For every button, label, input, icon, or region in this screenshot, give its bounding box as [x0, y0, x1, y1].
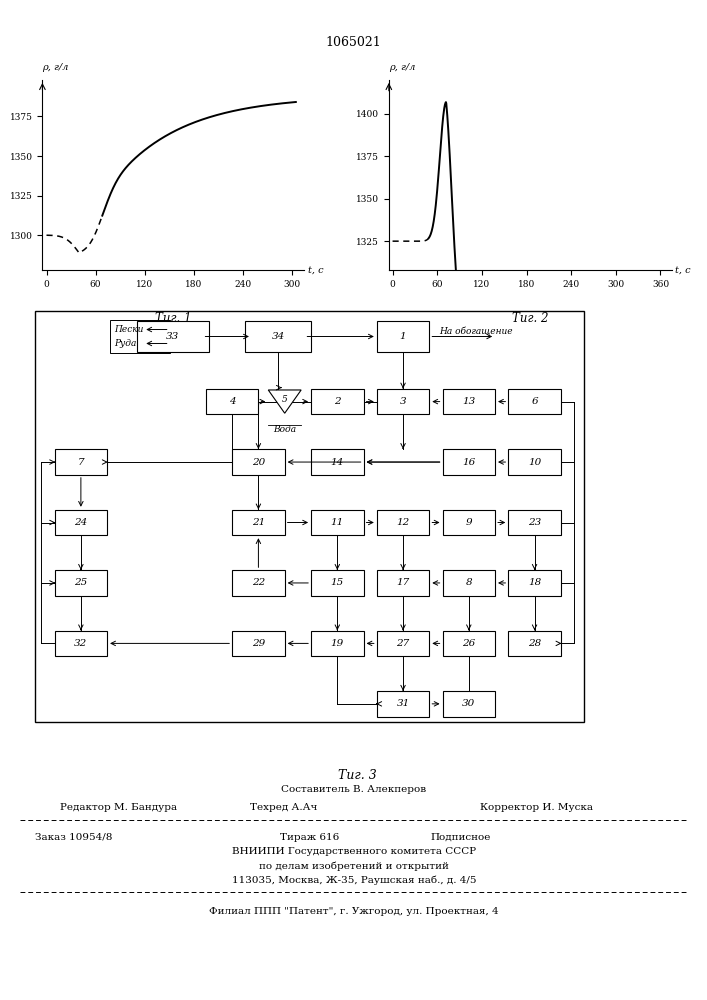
- Text: Филиал ППП "Патент", г. Ужгород, ул. Проектная, 4: Филиал ППП "Патент", г. Ужгород, ул. Про…: [209, 908, 499, 916]
- FancyBboxPatch shape: [377, 691, 429, 717]
- FancyBboxPatch shape: [232, 449, 285, 475]
- Text: 16: 16: [462, 458, 475, 467]
- FancyBboxPatch shape: [232, 510, 285, 535]
- Text: На обогащение: На обогащение: [439, 327, 513, 337]
- FancyBboxPatch shape: [311, 389, 363, 414]
- FancyBboxPatch shape: [377, 510, 429, 535]
- FancyBboxPatch shape: [508, 570, 561, 596]
- Text: ρ, г/л: ρ, г/л: [42, 63, 69, 72]
- FancyBboxPatch shape: [508, 449, 561, 475]
- Text: 8: 8: [465, 578, 472, 587]
- FancyBboxPatch shape: [311, 631, 363, 656]
- FancyBboxPatch shape: [54, 570, 107, 596]
- Text: 3: 3: [399, 397, 407, 406]
- FancyBboxPatch shape: [508, 510, 561, 535]
- Text: 1: 1: [399, 332, 407, 341]
- FancyBboxPatch shape: [508, 389, 561, 414]
- Text: Пески: Пески: [114, 325, 143, 334]
- Text: 7: 7: [78, 458, 84, 467]
- Text: 19: 19: [331, 639, 344, 648]
- FancyBboxPatch shape: [443, 631, 495, 656]
- FancyBboxPatch shape: [377, 389, 429, 414]
- FancyBboxPatch shape: [232, 631, 285, 656]
- Text: Τиг. 3: Τиг. 3: [338, 769, 376, 782]
- FancyBboxPatch shape: [311, 449, 363, 475]
- Text: 5: 5: [282, 395, 288, 404]
- Text: 10: 10: [528, 458, 541, 467]
- FancyBboxPatch shape: [206, 389, 259, 414]
- Text: 34: 34: [271, 332, 285, 341]
- Text: 11: 11: [331, 518, 344, 527]
- Text: 22: 22: [252, 578, 265, 587]
- Text: 33: 33: [166, 332, 180, 341]
- FancyBboxPatch shape: [311, 570, 363, 596]
- FancyBboxPatch shape: [54, 449, 107, 475]
- Text: 1065021: 1065021: [326, 36, 381, 49]
- Text: ρ, г/л: ρ, г/л: [389, 63, 415, 72]
- Text: 2: 2: [334, 397, 341, 406]
- Text: t, c: t, c: [675, 265, 691, 274]
- Text: 28: 28: [528, 639, 541, 648]
- FancyBboxPatch shape: [232, 570, 285, 596]
- FancyBboxPatch shape: [443, 691, 495, 717]
- Text: Техред А.Ач: Техред А.Ач: [250, 804, 317, 812]
- Text: 14: 14: [331, 458, 344, 467]
- Text: 6: 6: [531, 397, 538, 406]
- Text: 12: 12: [397, 518, 409, 527]
- FancyBboxPatch shape: [245, 321, 311, 352]
- Text: Подписное: Подписное: [430, 832, 491, 842]
- Text: 31: 31: [397, 699, 409, 708]
- Text: 29: 29: [252, 639, 265, 648]
- FancyBboxPatch shape: [443, 449, 495, 475]
- Text: 32: 32: [74, 639, 88, 648]
- Text: 23: 23: [528, 518, 541, 527]
- Text: 17: 17: [397, 578, 409, 587]
- Text: 21: 21: [252, 518, 265, 527]
- FancyBboxPatch shape: [54, 510, 107, 535]
- FancyBboxPatch shape: [311, 510, 363, 535]
- Text: 9: 9: [465, 518, 472, 527]
- FancyBboxPatch shape: [110, 320, 170, 353]
- Text: 27: 27: [397, 639, 409, 648]
- Text: Τиг. 1: Τиг. 1: [155, 312, 192, 325]
- Text: 20: 20: [252, 458, 265, 467]
- FancyBboxPatch shape: [443, 510, 495, 535]
- Text: Τиг. 2: Τиг. 2: [512, 312, 549, 325]
- Text: 30: 30: [462, 699, 475, 708]
- FancyBboxPatch shape: [508, 631, 561, 656]
- FancyBboxPatch shape: [443, 570, 495, 596]
- Text: Руда: Руда: [114, 339, 136, 348]
- Polygon shape: [268, 390, 301, 413]
- Text: Редактор М. Бандура: Редактор М. Бандура: [60, 804, 177, 812]
- FancyBboxPatch shape: [443, 389, 495, 414]
- Text: Заказ 10954/8: Заказ 10954/8: [35, 832, 112, 842]
- FancyBboxPatch shape: [377, 321, 429, 352]
- Text: t, c: t, c: [308, 265, 324, 274]
- FancyBboxPatch shape: [377, 570, 429, 596]
- FancyBboxPatch shape: [136, 321, 209, 352]
- FancyBboxPatch shape: [54, 631, 107, 656]
- Text: Тираж 616: Тираж 616: [280, 832, 339, 842]
- Text: 4: 4: [229, 397, 235, 406]
- Text: 113035, Москва, Ж-35, Раушская наб., д. 4/5: 113035, Москва, Ж-35, Раушская наб., д. …: [232, 875, 477, 885]
- Text: Корректор И. Муска: Корректор И. Муска: [480, 804, 593, 812]
- FancyBboxPatch shape: [377, 631, 429, 656]
- Text: ВНИИПИ Государственного комитета СССР: ВНИИПИ Государственного комитета СССР: [232, 848, 476, 856]
- Text: 15: 15: [331, 578, 344, 587]
- Text: Вода: Вода: [273, 425, 296, 434]
- Text: 24: 24: [74, 518, 88, 527]
- Text: 25: 25: [74, 578, 88, 587]
- Text: 26: 26: [462, 639, 475, 648]
- Text: 13: 13: [462, 397, 475, 406]
- Text: Составитель В. Алекперов: Составитель В. Алекперов: [281, 786, 426, 794]
- Text: по делам изобретений и открытий: по делам изобретений и открытий: [259, 861, 449, 871]
- Text: 18: 18: [528, 578, 541, 587]
